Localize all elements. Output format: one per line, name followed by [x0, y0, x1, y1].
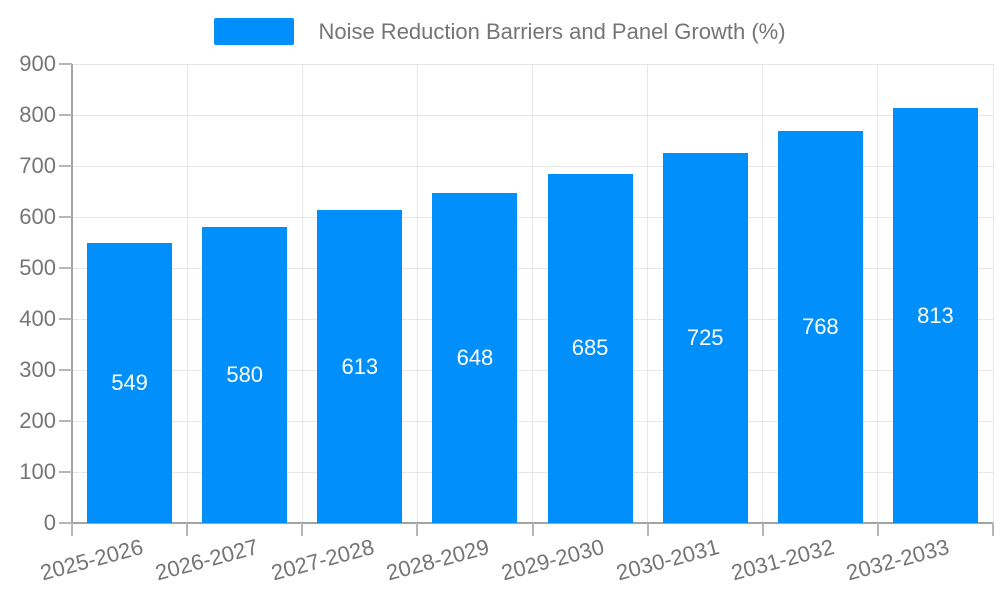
gridline-vertical [877, 64, 879, 523]
y-axis-label: 200 [19, 408, 56, 433]
legend-swatch [214, 18, 295, 45]
x-axis-tick [646, 523, 649, 536]
legend-item[interactable]: Noise Reduction Barriers and Panel Growt… [214, 18, 786, 45]
legend-label: Noise Reduction Barriers and Panel Growt… [318, 18, 786, 44]
bar[interactable]: 549 [87, 243, 173, 523]
y-axis-line [71, 64, 73, 523]
gridline-vertical [186, 64, 188, 523]
x-axis-label: 2028-2029 [383, 534, 492, 586]
gridline-vertical [416, 64, 418, 523]
x-axis-tick [531, 523, 534, 536]
y-axis-tick [59, 471, 72, 473]
y-axis-tick [59, 522, 72, 524]
gridline-vertical [992, 64, 994, 523]
y-axis-tick [59, 318, 72, 320]
y-axis-label: 300 [19, 357, 56, 382]
bar[interactable]: 613 [317, 210, 403, 523]
x-axis-tick [186, 523, 189, 536]
bar[interactable]: 813 [892, 108, 978, 523]
y-axis-label: 0 [43, 510, 56, 535]
bar[interactable]: 768 [777, 131, 863, 523]
legend: Noise Reduction Barriers and Panel Growt… [0, 18, 1000, 45]
bar-value-label: 768 [801, 314, 839, 340]
y-axis-label: 800 [19, 102, 56, 127]
x-axis-tick [301, 523, 304, 536]
bar-value-label: 613 [341, 353, 379, 379]
gridline-vertical [647, 64, 649, 523]
bar[interactable]: 725 [662, 153, 748, 523]
x-axis-label: 2026-2027 [153, 534, 262, 586]
y-axis-label: 600 [19, 204, 56, 229]
x-axis-label: 2029-2030 [498, 534, 607, 586]
x-axis-tick [416, 523, 419, 536]
y-axis-tick [59, 165, 72, 167]
bar[interactable]: 580 [202, 227, 288, 523]
y-axis-tick [59, 420, 72, 422]
x-axis-tick [761, 523, 764, 536]
x-axis-tick [992, 523, 994, 536]
bar-value-label: 580 [226, 362, 264, 388]
x-axis-label: 2030-2031 [613, 534, 722, 586]
bar[interactable]: 648 [432, 192, 518, 523]
y-axis-label: 900 [19, 51, 56, 76]
y-axis-label: 500 [19, 255, 56, 280]
x-axis-label: 2025-2026 [37, 534, 147, 586]
x-axis-label: 2032-2033 [843, 534, 952, 586]
bar-value-label: 648 [456, 344, 494, 370]
bar-value-label: 549 [111, 369, 148, 395]
bar-value-label: 813 [917, 302, 954, 328]
x-axis-tick [71, 523, 73, 536]
bar[interactable]: 685 [547, 173, 633, 523]
y-axis-label: 700 [19, 153, 56, 178]
y-axis-tick [59, 114, 72, 116]
gridline-vertical [762, 64, 764, 523]
x-axis-label: 2031-2032 [728, 534, 837, 586]
y-axis-tick [59, 216, 72, 218]
y-axis-tick [59, 369, 72, 371]
x-axis-tick [876, 523, 879, 536]
y-axis-label: 400 [19, 306, 56, 331]
y-axis-label: 100 [19, 459, 56, 484]
y-axis-tick [59, 267, 72, 269]
gridline-vertical [301, 64, 303, 523]
bar-value-label: 725 [686, 325, 724, 351]
bar-value-label: 685 [571, 335, 609, 361]
gridline-vertical [532, 64, 533, 523]
x-axis-label: 2027-2028 [268, 534, 377, 586]
y-axis-tick [59, 63, 72, 65]
